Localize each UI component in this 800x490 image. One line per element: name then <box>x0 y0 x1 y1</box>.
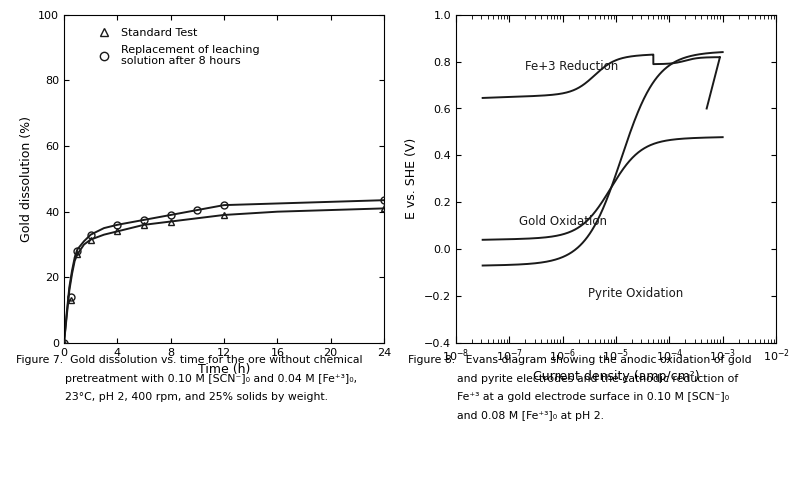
Y-axis label: E vs. SHE (V): E vs. SHE (V) <box>406 138 418 220</box>
Text: 23°C, pH 2, 400 rpm, and 25% solids by weight.: 23°C, pH 2, 400 rpm, and 25% solids by w… <box>16 392 328 402</box>
Text: and pyrite electrodes and the cathodic reduction of: and pyrite electrodes and the cathodic r… <box>408 374 738 384</box>
Y-axis label: Gold dissolution (%): Gold dissolution (%) <box>19 116 33 242</box>
Text: Fe⁺³ at a gold electrode surface in 0.10 M [SCN⁻]₀: Fe⁺³ at a gold electrode surface in 0.10… <box>408 392 729 402</box>
Text: Figure 8.   Evans diagram showing the anodic oxidation of gold: Figure 8. Evans diagram showing the anod… <box>408 355 752 365</box>
Text: Gold Oxidation: Gold Oxidation <box>518 215 606 227</box>
X-axis label: Time (h): Time (h) <box>198 364 250 376</box>
X-axis label: Current density (amp/cm²): Current density (amp/cm²) <box>533 370 699 383</box>
Text: and 0.08 M [Fe⁺³]₀ at pH 2.: and 0.08 M [Fe⁺³]₀ at pH 2. <box>408 411 604 421</box>
Text: pretreatment with 0.10 M [SCN⁻]₀ and 0.04 M [Fe⁺³]₀,: pretreatment with 0.10 M [SCN⁻]₀ and 0.0… <box>16 374 357 384</box>
Text: Figure 7.  Gold dissolution vs. time for the ore without chemical: Figure 7. Gold dissolution vs. time for … <box>16 355 362 365</box>
Text: Pyrite Oxidation: Pyrite Oxidation <box>588 287 683 300</box>
Legend: Standard Test, Replacement of leaching
solution after 8 hours: Standard Test, Replacement of leaching s… <box>89 24 264 71</box>
Text: Fe+3 Reduction: Fe+3 Reduction <box>526 60 618 73</box>
